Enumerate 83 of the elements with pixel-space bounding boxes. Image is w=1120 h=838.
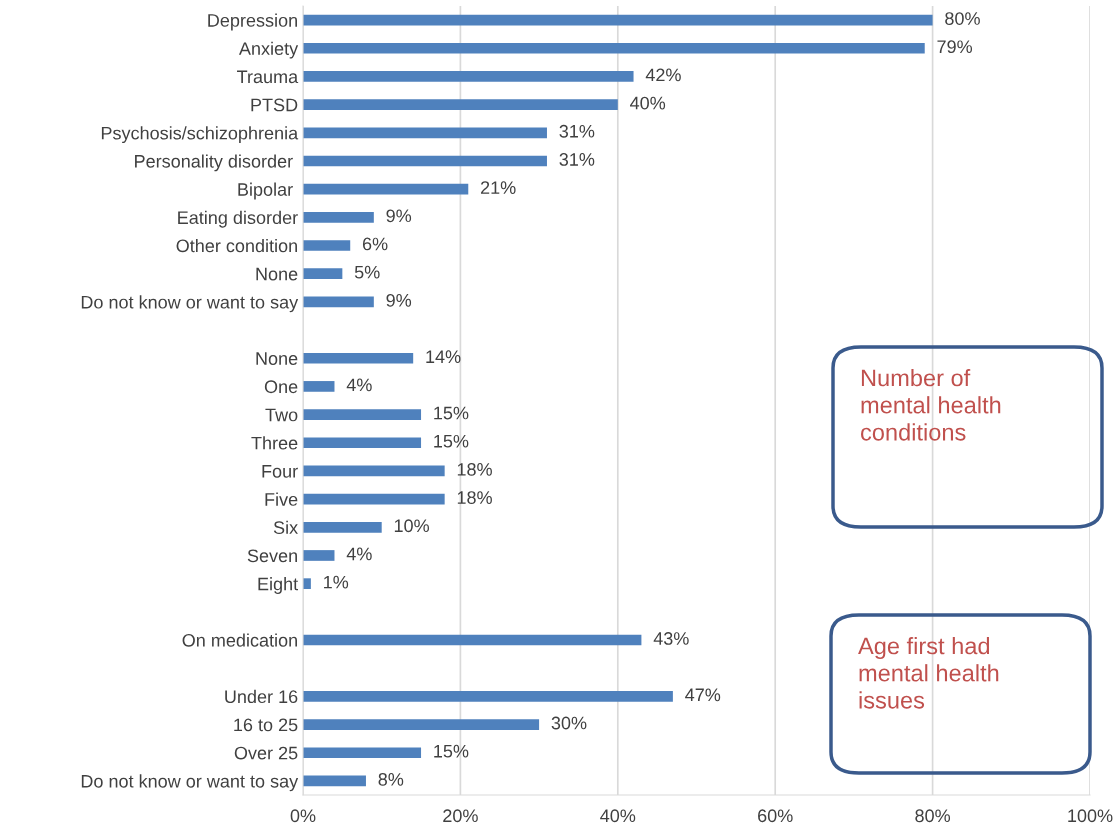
- y-tick-label: Three: [251, 436, 298, 450]
- data-label: 18%: [457, 491, 492, 504]
- bar: [303, 409, 422, 420]
- bar: [303, 296, 374, 308]
- data-label: 4%: [346, 378, 372, 392]
- data-label: 47%: [685, 688, 721, 702]
- y-tick-label: Do not know or want to say: [81, 774, 299, 792]
- bar: [303, 99, 618, 110]
- y-tick-label: Four: [262, 465, 298, 478]
- data-label: 4%: [346, 547, 372, 561]
- y-tick-label: Depression: [208, 13, 297, 31]
- x-tick-label: 40%: [600, 809, 636, 823]
- bar: [303, 719, 540, 730]
- y-tick-label: Trauma: [237, 70, 299, 84]
- bar: [303, 465, 445, 477]
- y-tick-label: Personality disorder: [135, 154, 293, 172]
- x-tick-label: 80%: [915, 809, 951, 823]
- y-tick-label: Six: [273, 520, 298, 535]
- bar: [303, 127, 547, 139]
- bar: [303, 550, 335, 561]
- bar: [303, 42, 925, 54]
- y-tick-label: Under 16: [225, 689, 298, 704]
- data-label: 18%: [457, 463, 492, 476]
- y-tick-label: None: [256, 267, 298, 281]
- x-tick-label: 60%: [758, 809, 793, 823]
- data-label: 10%: [394, 519, 429, 533]
- y-tick-label: Over 25: [234, 746, 298, 760]
- y-tick-label: Two: [265, 408, 298, 422]
- data-label: 31%: [559, 153, 595, 166]
- y-tick-label: Five: [265, 492, 298, 506]
- bar: [303, 381, 335, 392]
- data-label: 9%: [386, 209, 412, 223]
- y-tick-label: Other condition: [176, 238, 297, 253]
- data-label: 80%: [945, 12, 980, 25]
- bar: [303, 14, 933, 26]
- y-tick-label: On medication: [182, 633, 297, 647]
- bar: [303, 578, 311, 590]
- annotation: Age first had mental health issues: [858, 637, 999, 709]
- data-label: 8%: [378, 772, 404, 786]
- data-label: 15%: [434, 434, 469, 448]
- data-label: 6%: [362, 237, 388, 251]
- y-tick-label: Anxiety: [238, 41, 299, 59]
- y-tick-label: 16 to 25: [234, 718, 298, 732]
- data-label: 15%: [434, 406, 469, 420]
- bar: [303, 211, 374, 223]
- bar: [303, 493, 445, 505]
- bar: [303, 183, 469, 195]
- data-label: 14%: [426, 350, 461, 364]
- data-label: 5%: [354, 265, 380, 279]
- y-tick-label: Bipolar: [238, 182, 293, 200]
- data-label: 31%: [559, 124, 595, 138]
- y-tick-label: Psychosis/schizophrenia: [101, 126, 299, 144]
- y-tick-label: PTSD: [251, 98, 298, 112]
- y-tick-label: None: [256, 352, 298, 365]
- bar: [303, 352, 414, 364]
- bar: [303, 437, 422, 449]
- data-label: 30%: [551, 716, 587, 730]
- y-tick-label: Eight: [258, 577, 299, 594]
- bar: [303, 71, 634, 82]
- data-label: 42%: [645, 68, 681, 82]
- y-tick-label: One: [264, 380, 298, 394]
- x-tick-label: 100%: [1068, 809, 1113, 823]
- data-label: 9%: [386, 293, 412, 307]
- x-tick-label: 20%: [443, 809, 478, 823]
- bar: [303, 521, 382, 533]
- data-label: 43%: [653, 632, 689, 645]
- data-label: 79%: [937, 40, 973, 54]
- bar: [303, 240, 351, 251]
- data-label: 1%: [324, 575, 349, 589]
- bar: [303, 775, 366, 787]
- y-tick-label: Eating disorder: [178, 210, 298, 228]
- data-label: 40%: [630, 96, 666, 110]
- annotation: Number of mental health conditions: [861, 369, 1001, 441]
- bar: [303, 155, 547, 167]
- y-tick-label: Seven: [247, 549, 297, 563]
- bar: [303, 691, 673, 702]
- data-label: 15%: [434, 744, 469, 758]
- bar: [303, 268, 343, 280]
- bar: [303, 747, 422, 759]
- y-tick-label: Do not know or want to say: [81, 295, 299, 313]
- bar: [303, 634, 642, 646]
- data-label: 21%: [480, 181, 516, 194]
- x-tick-label: 0%: [290, 809, 316, 823]
